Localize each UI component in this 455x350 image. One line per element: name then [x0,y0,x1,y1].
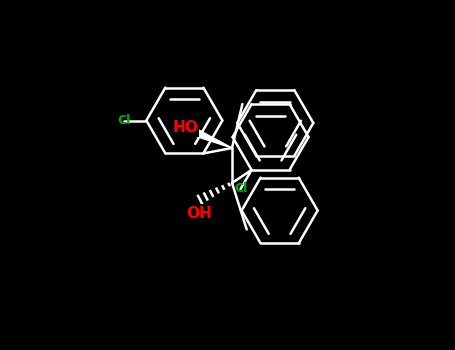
Text: Cl: Cl [118,114,131,127]
Text: Cl: Cl [234,182,247,196]
Polygon shape [196,130,232,148]
Text: HO: HO [172,120,198,135]
Text: OH: OH [186,205,212,220]
